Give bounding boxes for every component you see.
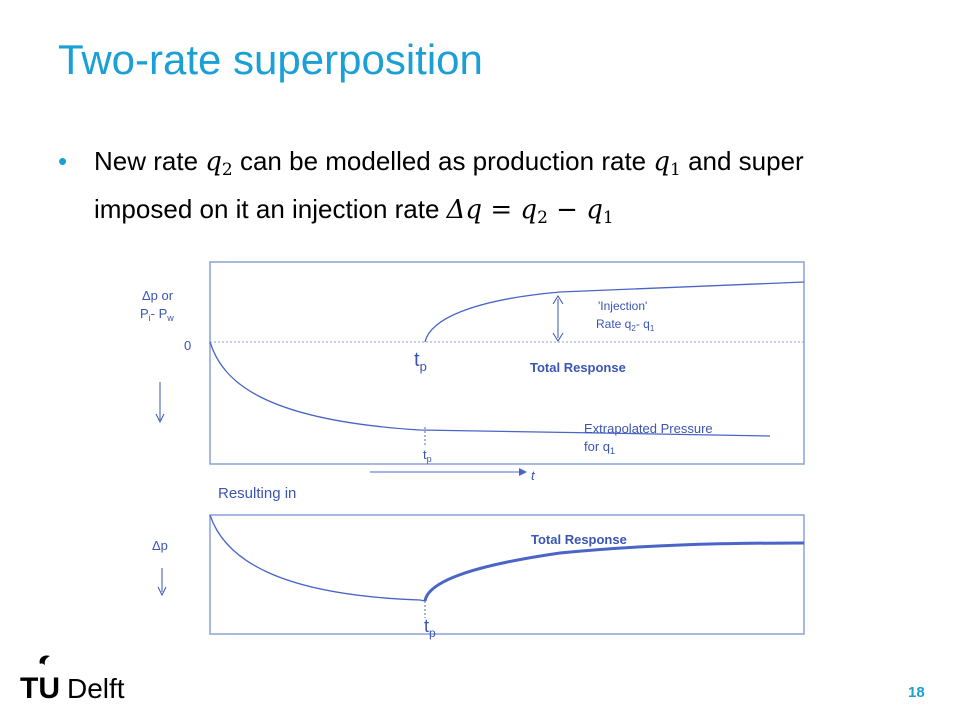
injection-response-curve bbox=[424, 281, 805, 343]
extrapolated-label-line1: Extrapolated Pressure bbox=[584, 421, 713, 436]
bottom-tp-label: tp bbox=[424, 616, 436, 640]
bullet-text: New rate q2 can be modelled as productio… bbox=[94, 146, 804, 228]
flame-icon bbox=[39, 655, 50, 665]
tp-small-label: tp bbox=[423, 447, 432, 464]
bottom-ylabel: Δp bbox=[152, 538, 168, 553]
bullet-dot-icon: • bbox=[58, 146, 68, 176]
top-ylabel-line1: Δp or bbox=[142, 288, 174, 303]
drawdown-curve bbox=[209, 514, 426, 602]
bottom-panel: Δp Total Response tp bbox=[152, 514, 805, 640]
top-panel: Δp or Pi- Pw 0 tp 'Injection' Rate q2- q… bbox=[140, 261, 805, 483]
down-arrow-icon bbox=[155, 413, 165, 424]
arrow-down-icon bbox=[552, 332, 564, 342]
bottom-down-arrow-icon bbox=[157, 586, 167, 597]
bottom-panel-frame bbox=[209, 514, 805, 635]
total-response-curve bbox=[423, 541, 805, 602]
t-axis-label: t bbox=[531, 468, 536, 483]
tu-delft-logo: TU Delft bbox=[20, 655, 125, 704]
arrow-up-icon bbox=[552, 295, 564, 305]
logo-delft: Delft bbox=[67, 673, 125, 704]
injection-label-line1: 'Injection' bbox=[598, 299, 647, 313]
bottom-total-response-label: Total Response bbox=[531, 532, 627, 547]
tp-label: tp bbox=[414, 349, 427, 374]
slide-title: Two-rate superposition bbox=[58, 36, 483, 83]
bullet-point: • New rate q2 can be modelled as product… bbox=[58, 142, 898, 238]
top-panel-frame bbox=[209, 261, 805, 465]
top-ylabel-line2: Pi- Pw bbox=[140, 306, 174, 323]
injection-label-line2: Rate q2- q1 bbox=[596, 317, 655, 333]
top-total-response-label: Total Response bbox=[530, 360, 626, 375]
extrapolated-pressure-curve bbox=[209, 341, 771, 437]
logo-tu: TU bbox=[20, 672, 60, 704]
equation: Δq = q2 − q1 bbox=[446, 195, 614, 228]
resulting-in-label: Resulting in bbox=[218, 485, 296, 502]
page-number: 18 bbox=[908, 684, 925, 701]
zero-label: 0 bbox=[184, 338, 191, 353]
extrapolated-label-line2: for q1 bbox=[584, 439, 615, 456]
